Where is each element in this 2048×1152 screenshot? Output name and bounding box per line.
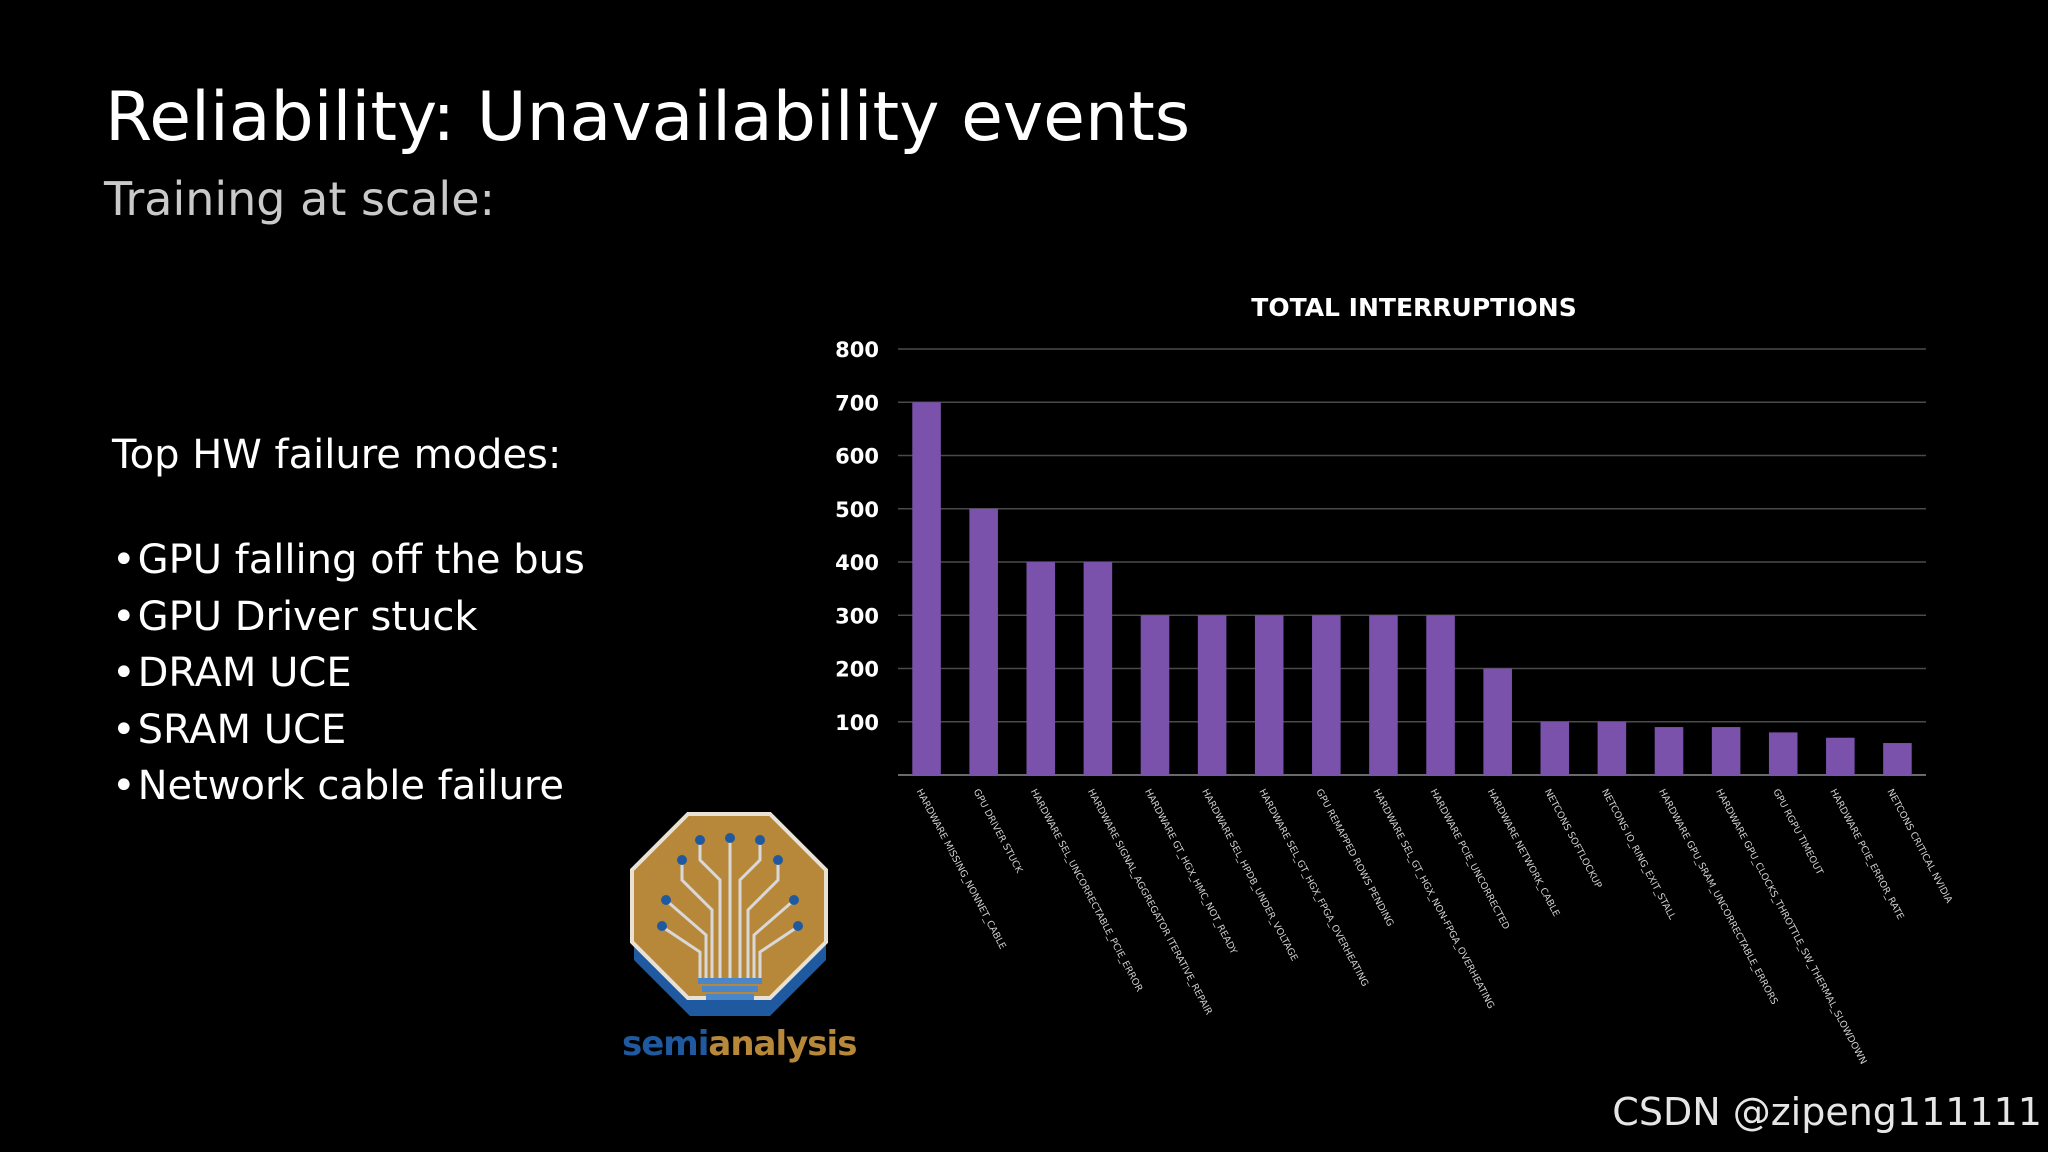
failure-mode-item: •SRAM UCE xyxy=(112,702,585,759)
chart-bar xyxy=(912,402,941,775)
y-tick-label: 500 xyxy=(835,498,879,522)
failure-modes-list: •GPU falling off the bus •GPU Driver stu… xyxy=(112,532,585,815)
chart-bar xyxy=(1026,562,1056,775)
bullet: • xyxy=(112,593,136,640)
y-tick-label: 600 xyxy=(835,445,879,469)
y-tick-label: 800 xyxy=(835,338,879,362)
bullet: • xyxy=(112,650,136,696)
y-tick-label: 200 xyxy=(835,658,879,682)
bullet: • xyxy=(112,763,136,809)
chart-title: TOTAL INTERRUPTIONS xyxy=(1251,293,1576,322)
failure-modes-panel: Top HW failure modes: •GPU falling off t… xyxy=(112,432,585,815)
x-tick-label: HARDWARE SEL_GT_HGX_FPGA_OVERHEATING xyxy=(1256,787,1370,988)
chart-bars xyxy=(912,402,1912,775)
y-tick-label: 400 xyxy=(835,551,879,575)
failure-mode-text: DRAM UCE xyxy=(137,650,352,696)
chart-bar xyxy=(1768,732,1798,775)
x-tick-label: HARDWARE SIGNAL_AGGREGATOR ITERATIVE_REP… xyxy=(1085,787,1214,1017)
failure-mode-text: Network cable failure xyxy=(137,763,564,809)
chart-bar xyxy=(1254,615,1284,775)
x-tick-label: NETCONS CRITICAL NVIDIA xyxy=(1885,787,1955,905)
x-tick-label: GPU RGPU TIMEOUT xyxy=(1770,787,1825,877)
x-tick-label: NETCONS SOFTLOCKUP xyxy=(1542,787,1604,890)
chart-bar xyxy=(1140,615,1170,775)
failure-mode-item: •Network cable failure xyxy=(112,758,585,815)
failure-mode-item: •GPU falling off the bus xyxy=(112,532,585,589)
chart-y-axis: 100 200 300 400 500 600 700 800 xyxy=(835,338,879,735)
slide-title: Reliability: Unavailability events xyxy=(105,78,1191,157)
bullet: • xyxy=(112,706,136,753)
logo-text-analysis: analysis xyxy=(708,1024,857,1064)
chart-gridlines xyxy=(898,348,1926,776)
chart-bar xyxy=(1369,615,1398,775)
chart-bar xyxy=(1312,615,1341,775)
logo-wordmark: semianalysis xyxy=(622,1024,857,1064)
logo-text-semi: semi xyxy=(622,1024,709,1064)
slide-subtitle: Training at scale: xyxy=(104,172,495,226)
chart-bar xyxy=(1197,615,1227,775)
failure-mode-item: •DRAM UCE xyxy=(112,645,585,702)
failure-mode-text: GPU falling off the bus xyxy=(137,537,585,583)
chart-bar xyxy=(969,508,998,775)
semianalysis-logo-icon xyxy=(630,812,828,1016)
chart-bar xyxy=(1597,721,1627,775)
bullet: • xyxy=(112,537,136,583)
chart-bar xyxy=(1483,668,1512,775)
chart-bar xyxy=(1083,562,1113,775)
failure-mode-item: •GPU Driver stuck xyxy=(112,589,585,646)
x-tick-label: HARDWARE SEL_UNCORRECTABLE_PCIE_ERROR xyxy=(1028,787,1145,994)
failure-mode-text: SRAM UCE xyxy=(137,706,347,753)
failure-mode-text: GPU Driver stuck xyxy=(137,593,478,640)
chart-bar xyxy=(1540,721,1570,775)
chart-bar xyxy=(1654,727,1684,775)
chart-bar xyxy=(1711,727,1741,775)
x-tick-label: HARDWARE GT_HGX_HMC_NOT_READY xyxy=(1142,787,1239,956)
y-tick-label: 700 xyxy=(835,391,879,415)
watermark: CSDN @zipeng111111 xyxy=(1612,1090,2042,1134)
chart-bar xyxy=(1883,743,1912,775)
chart-bar xyxy=(1426,615,1455,775)
x-tick-label: HARDWARE SEL_GT_HGX_NON-FPGA_OVERHEATING xyxy=(1371,787,1497,1011)
chart-bar xyxy=(1826,737,1855,775)
x-tick-label: HARDWARE GPU_SRAM_UNCORRECTABLE_ERRORS xyxy=(1656,787,1780,1006)
x-tick-label: GPU DRIVER STUCK xyxy=(971,787,1025,875)
x-tick-label: HARDWARE SEL_HPDB_UNDER_VOLTAGE xyxy=(1199,787,1299,963)
failure-modes-heading: Top HW failure modes: xyxy=(112,432,562,478)
y-tick-label: 100 xyxy=(835,711,879,735)
y-tick-label: 300 xyxy=(835,604,879,628)
